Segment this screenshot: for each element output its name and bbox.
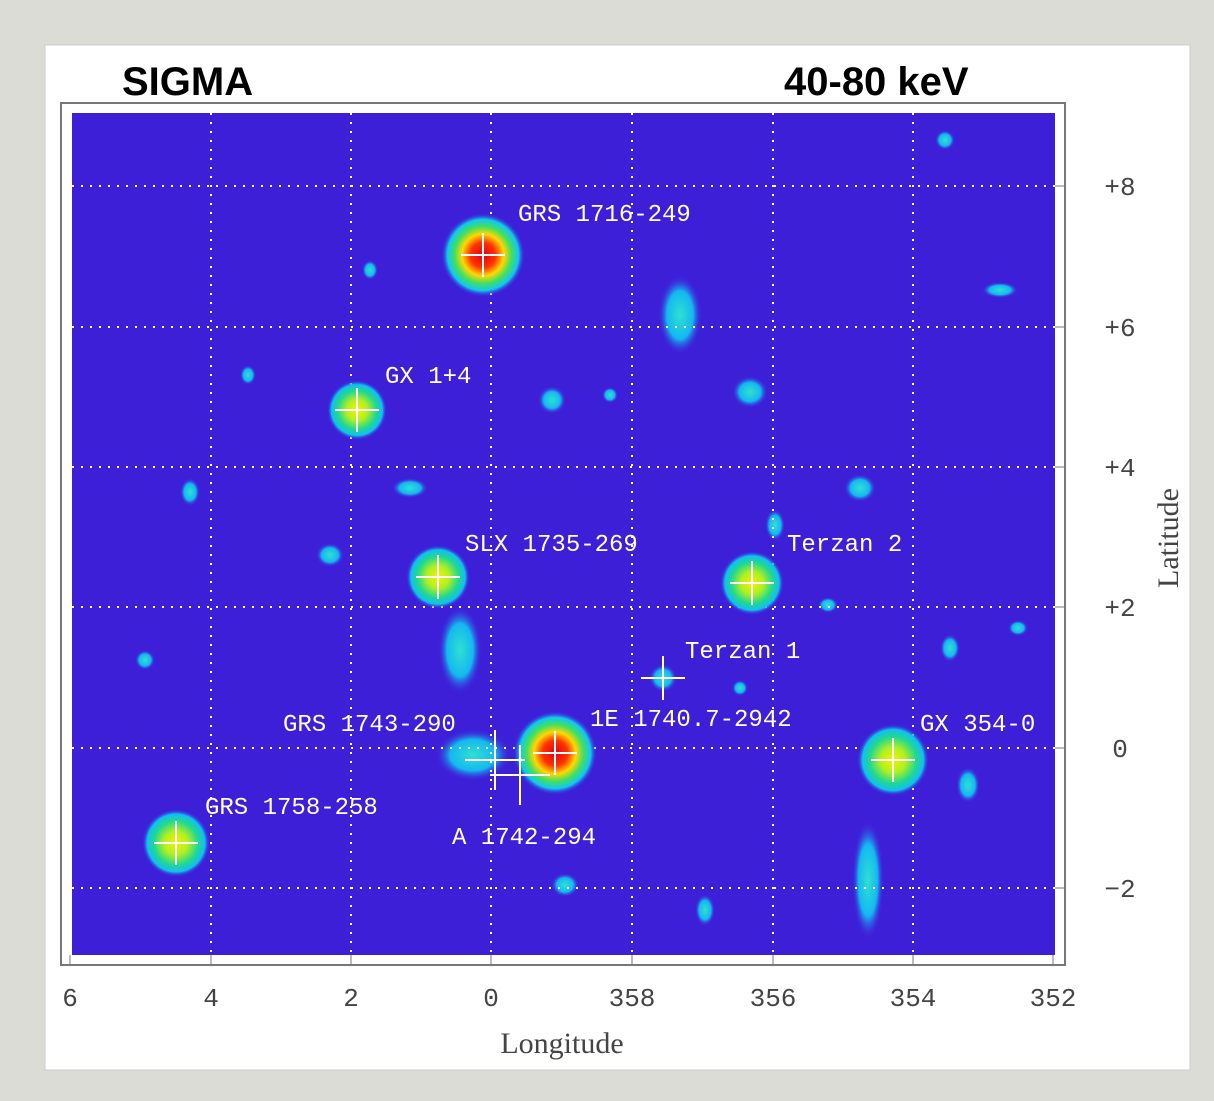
- source-label: GX 354-0: [920, 712, 1035, 739]
- emission-patch: [732, 376, 768, 408]
- y-tick-label: +8: [1104, 173, 1135, 203]
- emission-patch: [695, 894, 715, 926]
- y-tick-label: −2: [1104, 875, 1135, 905]
- source-label: Terzan 1: [685, 639, 800, 666]
- energy-band: 40-80 keV: [784, 60, 969, 104]
- emission-patch: [538, 386, 566, 414]
- x-tick-label: 4: [203, 984, 219, 1014]
- emission-patch: [438, 606, 482, 694]
- x-tick-label: 2: [343, 984, 359, 1014]
- emission-patch: [602, 387, 618, 403]
- emission-patch: [551, 873, 579, 897]
- source-label: A 1742-294: [452, 825, 596, 852]
- emission-patch: [180, 478, 200, 506]
- emission-patch: [935, 130, 955, 150]
- emission-patch: [658, 275, 702, 355]
- emission-patch: [435, 729, 511, 781]
- emission-patch: [316, 543, 344, 567]
- x-tick-label: 358: [609, 984, 656, 1014]
- source-label: Terzan 2: [787, 532, 902, 559]
- emission-patch: [135, 650, 155, 670]
- emission-patch: [844, 474, 876, 502]
- source-label: GRS 1758-258: [205, 795, 378, 822]
- emission-patch: [362, 260, 378, 280]
- emission-patch: [818, 597, 838, 613]
- x-axis-label: Longitude: [500, 1027, 623, 1060]
- y-tick-label: +2: [1104, 594, 1135, 624]
- emission-patch: [1008, 620, 1028, 636]
- y-tick-label: +4: [1104, 454, 1135, 484]
- x-tick-label: 354: [890, 984, 937, 1014]
- x-tick-label: 352: [1030, 984, 1077, 1014]
- emission-patch: [765, 509, 785, 541]
- emission-patch: [852, 820, 884, 940]
- source-label: GX 1+4: [385, 364, 471, 391]
- source-label: SLX 1735-269: [465, 532, 638, 559]
- emission-patch: [732, 680, 748, 696]
- x-tick-label: 356: [750, 984, 797, 1014]
- source-label: 1E 1740.7-2942: [590, 707, 792, 734]
- emission-patch: [956, 767, 980, 803]
- y-tick-label: +6: [1104, 314, 1135, 344]
- map-background: [72, 113, 1055, 955]
- y-axis-label: Latitude: [1152, 488, 1185, 588]
- source-label: GRS 1743-290: [283, 712, 456, 739]
- emission-patch: [940, 634, 960, 662]
- emission-patch: [240, 365, 256, 385]
- x-tick-label: 0: [483, 984, 499, 1014]
- emission-patch: [392, 478, 428, 498]
- instrument-title: SIGMA: [122, 60, 253, 104]
- y-tick-label: 0: [1112, 735, 1128, 765]
- source-label: GRS 1716-249: [518, 202, 691, 229]
- sky-map: GRS 1716-249 GX 1+4 SLX 1735-269 Terzan 2 Te…: [72, 113, 1055, 955]
- x-tick-label: 6: [62, 984, 78, 1014]
- emission-patch: [982, 282, 1018, 298]
